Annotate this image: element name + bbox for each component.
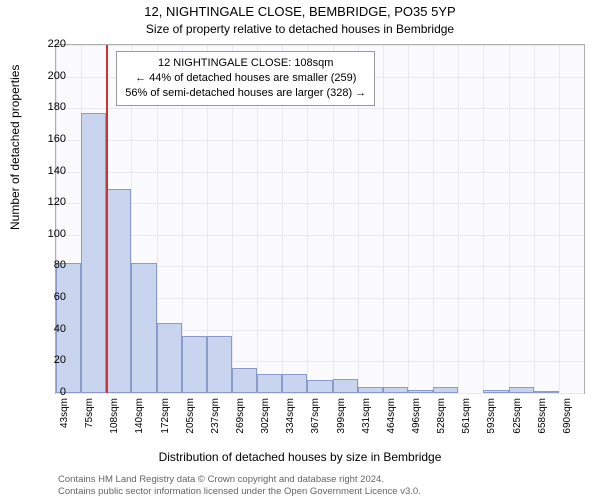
histogram-bar <box>257 374 282 393</box>
attribution-footer: Contains HM Land Registry data © Crown c… <box>0 474 600 498</box>
x-tick-label: 172sqm <box>160 398 171 458</box>
title-sub: Size of property relative to detached ho… <box>0 22 600 36</box>
title-main: 12, NIGHTINGALE CLOSE, BEMBRIDGE, PO35 5… <box>0 4 600 19</box>
x-tick-label: 528sqm <box>436 398 447 458</box>
gridline-h <box>56 172 584 173</box>
histogram-bar <box>131 263 156 393</box>
histogram-bar <box>81 113 106 393</box>
histogram-bar <box>232 368 257 393</box>
histogram-bar <box>333 379 358 393</box>
y-axis-label: Number of detached properties <box>8 65 22 230</box>
x-tick-label: 367sqm <box>310 398 321 458</box>
x-tick-label: 269sqm <box>235 398 246 458</box>
histogram-bar <box>483 390 508 393</box>
x-tick-label: 690sqm <box>562 398 573 458</box>
x-tick-label: 334sqm <box>285 398 296 458</box>
x-tick-label: 108sqm <box>109 398 120 458</box>
gridline-h <box>56 108 584 109</box>
y-tick-label: 220 <box>26 38 66 50</box>
y-tick-label: 100 <box>26 228 66 240</box>
histogram-bar <box>282 374 307 393</box>
reference-line <box>106 45 108 393</box>
annotation-line-3: 56% of semi-detached houses are larger (… <box>125 86 366 101</box>
histogram-bar <box>408 390 433 393</box>
histogram-bar <box>207 336 232 393</box>
histogram-bar <box>106 189 131 393</box>
y-tick-label: 20 <box>26 354 66 366</box>
y-tick-label: 120 <box>26 196 66 208</box>
x-tick-label: 399sqm <box>336 398 347 458</box>
footer-line-1: Contains HM Land Registry data © Crown c… <box>58 474 600 486</box>
gridline-v <box>458 45 459 393</box>
x-tick-label: 496sqm <box>411 398 422 458</box>
y-tick-label: 0 <box>26 386 66 398</box>
x-tick-label: 75sqm <box>84 398 95 458</box>
x-tick-label: 237sqm <box>210 398 221 458</box>
x-tick-label: 464sqm <box>386 398 397 458</box>
gridline-v <box>534 45 535 393</box>
histogram-bar <box>157 323 182 393</box>
gridline-v <box>433 45 434 393</box>
gridline-h <box>56 140 584 141</box>
gridline-h <box>56 203 584 204</box>
annotation-box: 12 NIGHTINGALE CLOSE: 108sqm← 44% of det… <box>116 51 375 106</box>
x-tick-label: 561sqm <box>461 398 472 458</box>
x-tick-label: 302sqm <box>260 398 271 458</box>
x-tick-label: 43sqm <box>59 398 70 458</box>
annotation-line-1: 12 NIGHTINGALE CLOSE: 108sqm <box>125 56 366 71</box>
x-tick-label: 140sqm <box>134 398 145 458</box>
gridline-v <box>408 45 409 393</box>
gridline-v <box>383 45 384 393</box>
y-tick-label: 80 <box>26 259 66 271</box>
x-tick-label: 431sqm <box>361 398 372 458</box>
histogram-bar <box>433 387 458 393</box>
y-tick-label: 160 <box>26 133 66 145</box>
annotation-line-2: ← 44% of detached houses are smaller (25… <box>125 71 366 86</box>
histogram-bar <box>307 380 332 393</box>
gridline-h <box>56 393 584 394</box>
y-tick-label: 40 <box>26 323 66 335</box>
gridline-v <box>559 45 560 393</box>
histogram-bar <box>534 391 559 393</box>
y-tick-label: 180 <box>26 101 66 113</box>
y-tick-label: 140 <box>26 165 66 177</box>
footer-line-2: Contains public sector information licen… <box>58 486 600 498</box>
y-tick-label: 60 <box>26 291 66 303</box>
gridline-h <box>56 45 584 46</box>
histogram-bar <box>358 387 383 393</box>
gridline-v <box>509 45 510 393</box>
x-tick-label: 658sqm <box>537 398 548 458</box>
gridline-v <box>483 45 484 393</box>
histogram-bar <box>383 387 408 393</box>
chart-container: 12, NIGHTINGALE CLOSE, BEMBRIDGE, PO35 5… <box>0 0 600 500</box>
histogram-bar <box>509 387 534 393</box>
plot-area: 12 NIGHTINGALE CLOSE: 108sqm← 44% of det… <box>55 44 585 394</box>
y-tick-label: 200 <box>26 70 66 82</box>
x-axis-label: Distribution of detached houses by size … <box>0 450 600 464</box>
x-tick-label: 625sqm <box>512 398 523 458</box>
x-tick-label: 205sqm <box>185 398 196 458</box>
x-tick-label: 593sqm <box>486 398 497 458</box>
gridline-h <box>56 235 584 236</box>
histogram-bar <box>182 336 207 393</box>
